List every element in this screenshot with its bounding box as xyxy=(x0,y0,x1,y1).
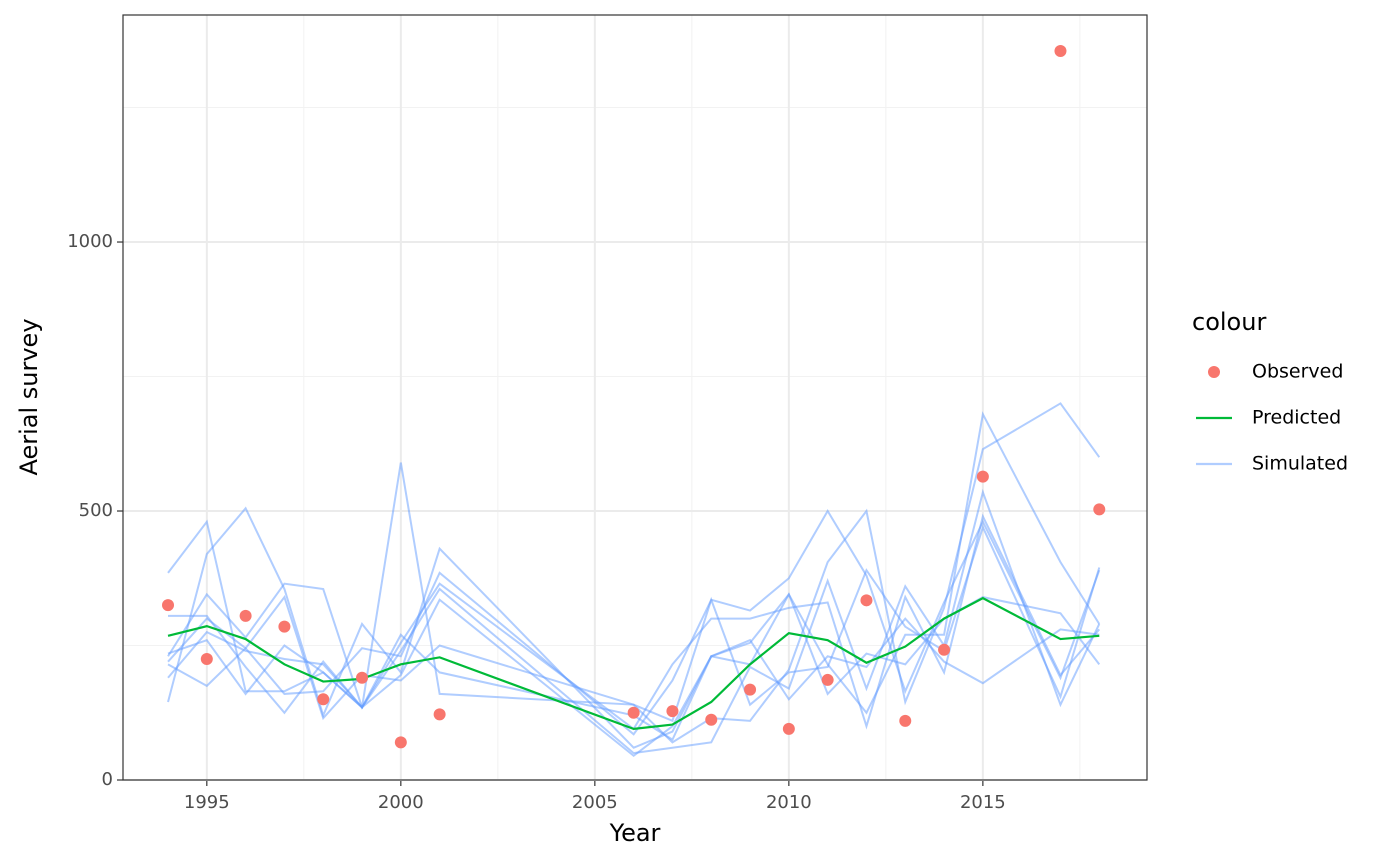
simulated-line xyxy=(167,524,1101,723)
observed-point xyxy=(705,713,718,726)
observed-point xyxy=(433,708,446,721)
legend-label: Predicted xyxy=(1252,407,1341,429)
observed-point xyxy=(317,693,330,706)
observed-point xyxy=(162,599,175,612)
legend-key xyxy=(1208,366,1220,378)
observed-point xyxy=(899,714,912,727)
panel-border xyxy=(122,14,1148,781)
observed-point xyxy=(860,594,873,607)
legend-title: colour xyxy=(1192,308,1266,336)
observed-point xyxy=(938,643,951,656)
observed-point xyxy=(976,470,989,483)
y-tick-label: 0 xyxy=(102,769,113,790)
observed-point xyxy=(744,683,757,696)
observed-point xyxy=(627,706,640,719)
x-tick-label: 2015 xyxy=(960,792,1006,813)
observed-point xyxy=(356,671,369,684)
y-axis-title: Aerial survey xyxy=(15,318,43,475)
observed-point xyxy=(782,722,795,735)
observed-point xyxy=(200,652,213,665)
observed-point xyxy=(666,705,679,718)
simulated-line xyxy=(167,592,1101,758)
x-tick-label: 2005 xyxy=(572,792,618,813)
observed-point xyxy=(1093,503,1106,516)
x-tick-label: 1995 xyxy=(184,792,230,813)
y-tick-label: 1000 xyxy=(67,231,113,252)
legend-label: Simulated xyxy=(1252,453,1348,475)
simulated-line xyxy=(167,617,1100,742)
observed-point xyxy=(239,609,252,622)
observed-point xyxy=(1054,45,1067,58)
x-tick-label: 2010 xyxy=(766,792,812,813)
predicted-line xyxy=(167,596,1100,731)
y-tick-label: 500 xyxy=(79,500,113,521)
simulated-line xyxy=(167,513,1101,731)
simulated-line xyxy=(168,488,1101,755)
observed-point xyxy=(278,620,291,633)
legend-label: Observed xyxy=(1252,361,1343,383)
x-axis-title: Year xyxy=(609,819,661,847)
observed-point xyxy=(394,736,407,749)
observed-point xyxy=(821,673,834,686)
x-tick-label: 2000 xyxy=(378,792,424,813)
